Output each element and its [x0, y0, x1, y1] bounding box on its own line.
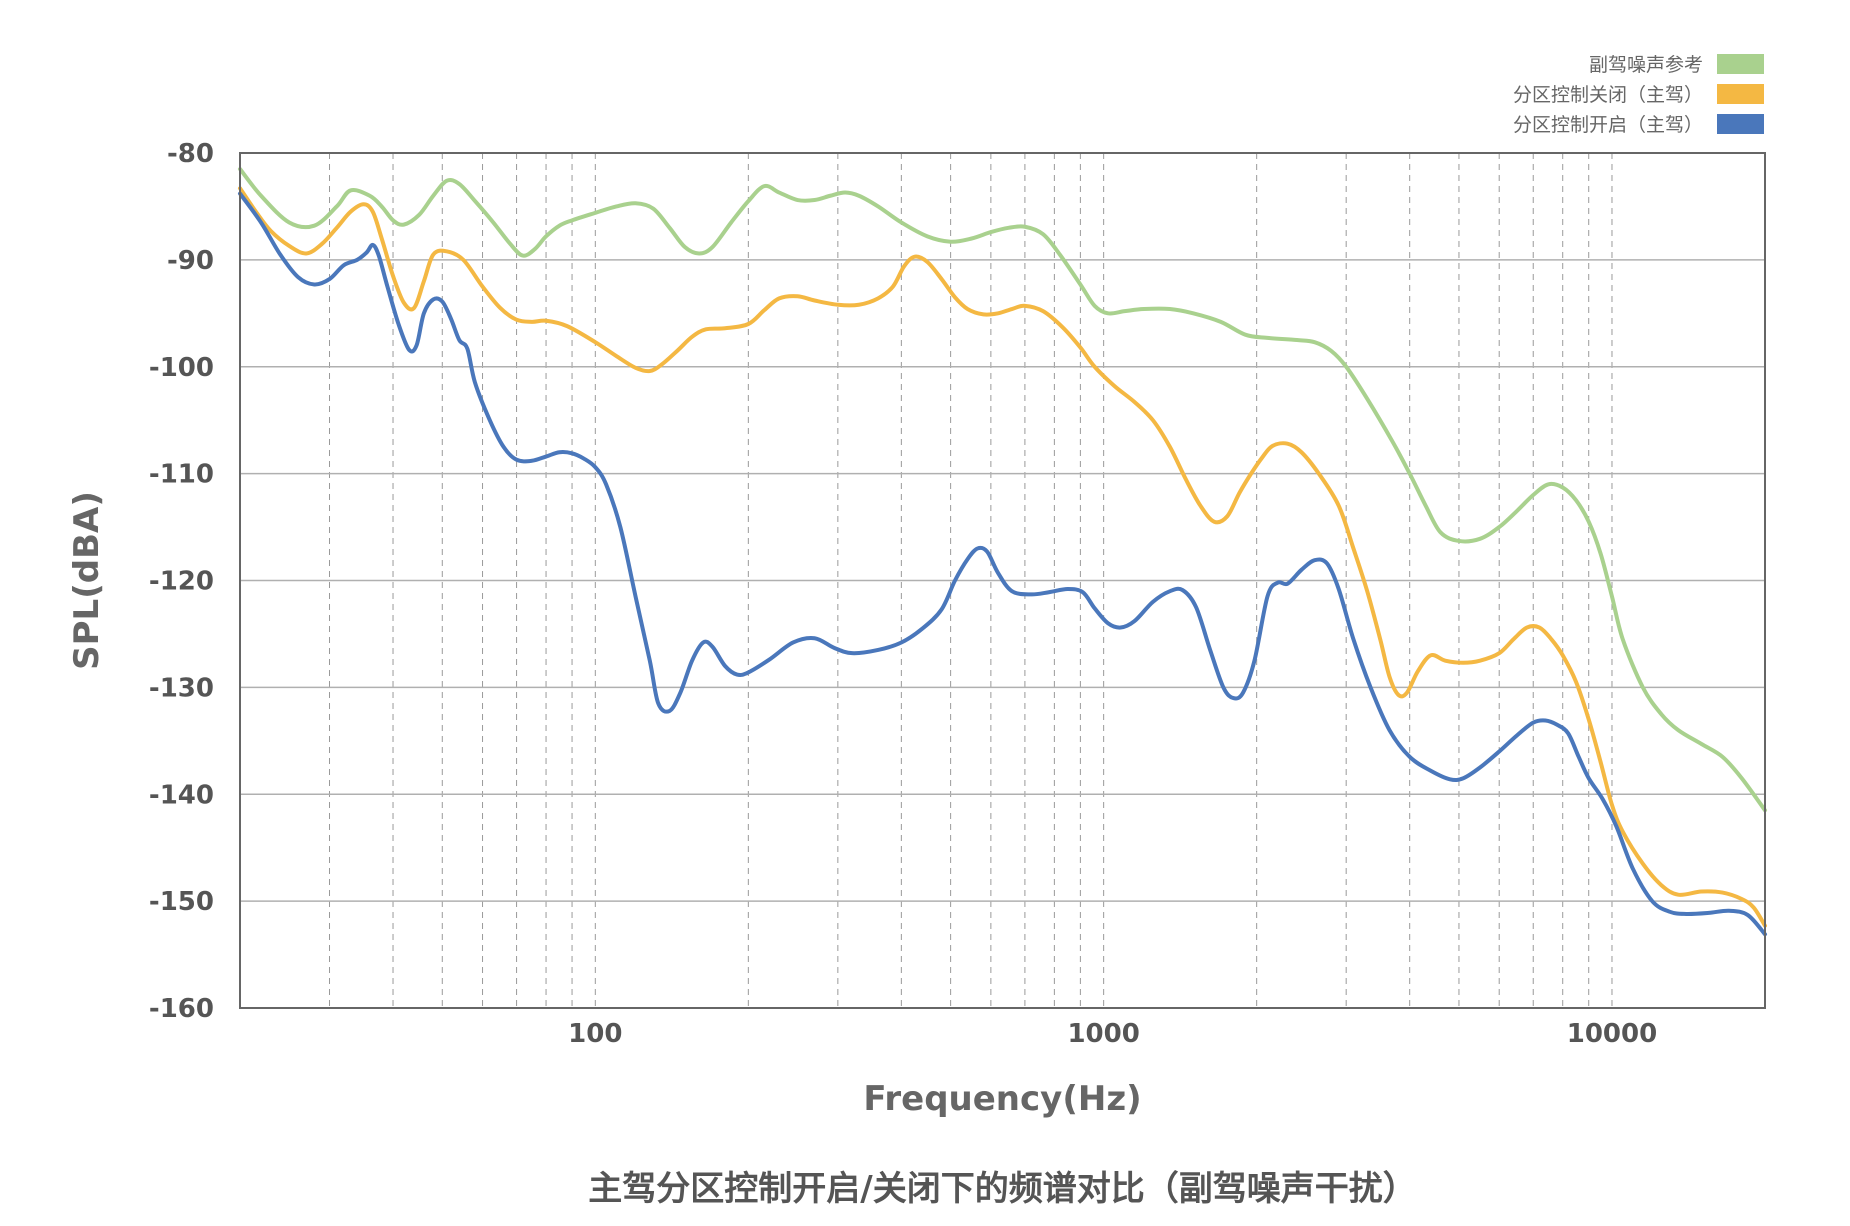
plot-frame: [239, 152, 1766, 1009]
legend-swatch: [1717, 84, 1764, 104]
y-tick-label: -110: [149, 460, 214, 490]
legend-swatch: [1717, 54, 1764, 74]
y-tick-label: -100: [149, 353, 214, 383]
zone-control-off-line: [238, 186, 1767, 928]
y-tick-label: -150: [149, 887, 214, 917]
series-lines: [238, 167, 1767, 937]
y-axis-ticks: -80 -90 -100 -110 -120 -130 -140 -150 -160: [149, 139, 214, 1024]
reference-noise-line: [238, 167, 1767, 813]
legend-item-control-off: 分区控制关闭（主驾）: [1513, 84, 1764, 106]
grid: [240, 153, 1765, 1008]
x-tick-label: 100: [568, 1019, 622, 1049]
x-tick-label: 10000: [1567, 1019, 1657, 1049]
y-tick-label: -80: [167, 139, 214, 169]
y-axis-label: SPL(dBA): [67, 491, 107, 670]
legend-label: 副驾噪声参考: [1589, 54, 1703, 76]
y-tick-label: -160: [149, 994, 214, 1024]
legend-label: 分区控制关闭（主驾）: [1513, 84, 1703, 106]
y-tick-label: -130: [149, 673, 214, 703]
legend-label: 分区控制开启（主驾）: [1513, 114, 1703, 136]
x-tick-label: 1000: [1067, 1019, 1139, 1049]
y-tick-label: -90: [167, 246, 214, 276]
legend-swatch: [1717, 114, 1764, 134]
y-tick-label: -120: [149, 567, 214, 597]
y-tick-label: -140: [149, 780, 214, 810]
chart-title: 主驾分区控制开启/关闭下的频谱对比（副驾噪声干扰）: [588, 1169, 1416, 1209]
legend-item-reference: 副驾噪声参考: [1589, 54, 1764, 76]
zone-control-on-line: [238, 191, 1767, 937]
x-axis-label: Frequency(Hz): [863, 1079, 1141, 1119]
legend-item-control-on: 分区控制开启（主驾）: [1513, 114, 1764, 136]
x-axis-ticks: 100 1000 10000: [568, 1019, 1657, 1049]
